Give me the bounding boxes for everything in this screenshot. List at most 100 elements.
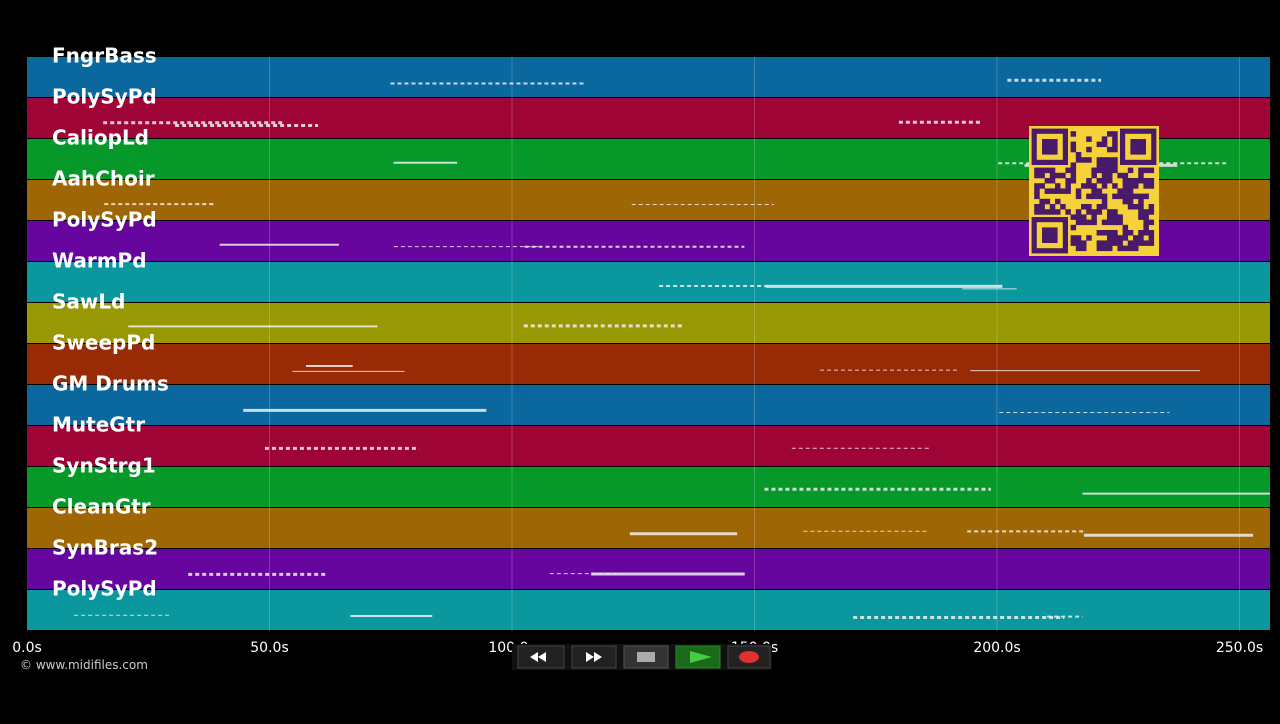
- qr-module: [1086, 178, 1092, 184]
- qr-module: [1096, 178, 1103, 184]
- qr-module: [1112, 167, 1118, 174]
- qr-module: [1075, 193, 1082, 200]
- qr-module: [1112, 162, 1118, 168]
- qr-module: [1138, 209, 1144, 215]
- qr-module: [1096, 240, 1103, 246]
- time-tick-label: 200.0s: [973, 640, 1020, 656]
- qr-module: [1117, 219, 1123, 226]
- track-name: SweepPd: [52, 331, 155, 355]
- record-button[interactable]: [727, 645, 771, 669]
- qr-module: [1101, 193, 1108, 200]
- qr-module: [1034, 204, 1040, 210]
- rewind-button[interactable]: [517, 645, 565, 669]
- qr-module: [1044, 188, 1051, 194]
- qr-module: [1044, 209, 1051, 215]
- qr-module: [1138, 198, 1144, 205]
- qr-module: [1133, 183, 1139, 189]
- qr-module: [1117, 240, 1123, 246]
- qr-module: [1127, 178, 1134, 184]
- qr-module: [1112, 183, 1118, 189]
- qr-module: [1107, 245, 1113, 252]
- qr-module: [1060, 188, 1066, 194]
- grid: [269, 57, 1240, 631]
- qr-module: [1112, 157, 1118, 163]
- track-band: [27, 590, 1270, 630]
- qr-module: [1049, 188, 1056, 194]
- qr-finder: [1031, 217, 1068, 254]
- qr-module: [1096, 204, 1103, 210]
- track-band: [27, 262, 1270, 302]
- qr-module: [1070, 178, 1077, 184]
- qr-module: [1096, 188, 1103, 194]
- qr-module: [1117, 193, 1123, 200]
- track-band: [27, 57, 1270, 97]
- qr-module: [1096, 230, 1103, 236]
- qr-module: [1138, 230, 1144, 236]
- qr-module: [1096, 245, 1103, 252]
- qr-module: [1101, 141, 1108, 148]
- qr-finder: [1130, 139, 1146, 155]
- qr-module: [1034, 167, 1040, 174]
- qr-module: [1081, 214, 1087, 220]
- track-name: SawLd: [52, 290, 125, 314]
- qr-module: [1143, 183, 1149, 189]
- qr-module: [1112, 240, 1118, 246]
- qr-module: [1101, 167, 1108, 174]
- qr-module: [1086, 136, 1092, 142]
- qr-module: [1101, 183, 1108, 189]
- track-name: CaliopLd: [52, 126, 149, 150]
- qr-module: [1101, 178, 1108, 184]
- qr-module: [1091, 214, 1097, 220]
- qr-module: [1117, 188, 1123, 194]
- qr-module: [1065, 209, 1071, 215]
- qr-module: [1112, 209, 1118, 215]
- qr-module: [1091, 167, 1097, 174]
- qr-module: [1107, 230, 1113, 236]
- qr-module: [1070, 172, 1077, 179]
- qr-module: [1081, 219, 1087, 226]
- track-name: AahChoir: [52, 167, 155, 191]
- fast-forward-button[interactable]: [571, 645, 617, 669]
- qr-module: [1117, 235, 1123, 241]
- qr-module: [1055, 198, 1061, 205]
- copyright: © www.midifiles.com: [20, 658, 148, 672]
- qr-module: [1034, 188, 1040, 194]
- qr-module: [1127, 167, 1134, 174]
- qr-module: [1143, 209, 1149, 215]
- qr-module: [1107, 131, 1113, 137]
- qr-module: [1086, 235, 1092, 241]
- qr-module: [1070, 214, 1077, 220]
- qr-module: [1096, 157, 1103, 163]
- qr-module: [1070, 131, 1077, 137]
- qr-module: [1091, 183, 1097, 189]
- qr-module: [1148, 240, 1155, 246]
- qr-module: [1112, 131, 1118, 137]
- qr-module: [1039, 183, 1045, 189]
- qr-module: [1107, 162, 1113, 168]
- play-button[interactable]: [675, 645, 721, 669]
- qr-module: [1065, 167, 1071, 174]
- qr-module: [1075, 235, 1082, 241]
- qr-module: [1091, 188, 1097, 194]
- track-band: [27, 426, 1270, 466]
- qr-module: [1148, 178, 1155, 184]
- qr-module: [1039, 204, 1045, 210]
- track-name: GM Drums: [52, 372, 169, 396]
- qr-module: [1143, 193, 1149, 200]
- qr-module: [1107, 146, 1113, 153]
- qr-module: [1127, 240, 1134, 246]
- qr-module: [1101, 198, 1108, 205]
- time-tick-label: 50.0s: [250, 640, 288, 656]
- qr-module: [1107, 219, 1113, 226]
- qr-module: [1117, 172, 1123, 179]
- stop-button[interactable]: [623, 645, 669, 669]
- qr-module: [1075, 240, 1082, 246]
- qr-module: [1086, 193, 1092, 200]
- qr-module: [1133, 204, 1139, 210]
- qr-module: [1081, 240, 1087, 246]
- qr-module: [1091, 219, 1097, 226]
- track-name: WarmPd: [52, 249, 147, 273]
- qr-module: [1122, 193, 1129, 200]
- qr-module: [1049, 167, 1056, 174]
- qr-module: [1049, 172, 1056, 179]
